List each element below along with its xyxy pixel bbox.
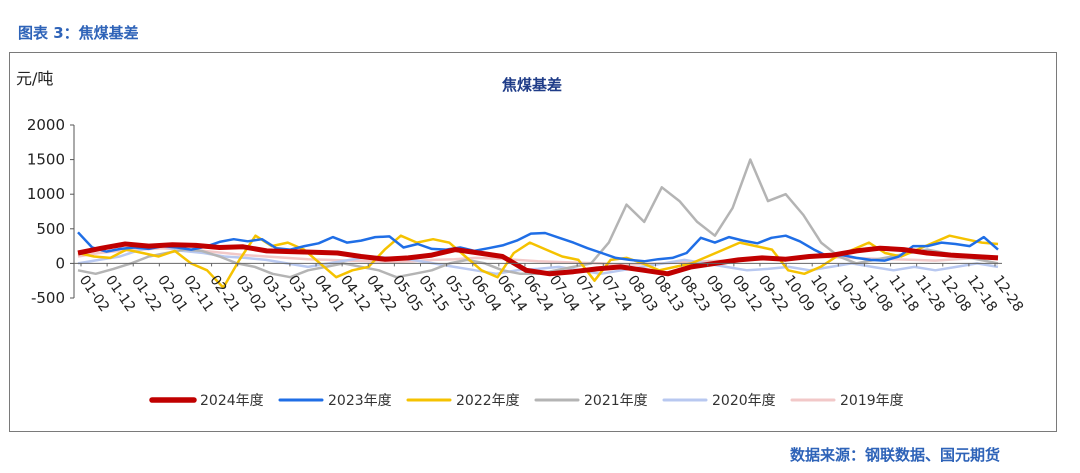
series-line-2 — [77, 231, 999, 263]
chart-title: 焦煤基差 — [501, 76, 562, 94]
legend-label-5: 2020年度 — [712, 393, 776, 409]
legend-label-1: 2024年度 — [200, 393, 264, 409]
source-note: 数据来源：钢联数据、国元期货 — [789, 446, 1000, 464]
y-tick-label: 1500 — [27, 151, 65, 169]
chart-frame — [9, 52, 1057, 432]
series-line-5 — [77, 244, 999, 276]
legend-label-6: 2019年度 — [840, 393, 904, 409]
y-tick-label: 500 — [36, 220, 65, 238]
series-line-1 — [77, 241, 999, 277]
y-tick-label: 2000 — [27, 116, 65, 134]
legend-label-4: 2021年度 — [584, 393, 648, 409]
figure-label: 图表 3：焦煤基差 — [18, 24, 139, 42]
y-axis-label: 元/吨 — [16, 69, 53, 88]
y-tick-label: -500 — [31, 289, 65, 307]
y-tick-label: 1000 — [27, 185, 65, 203]
y-tick-label: 0 — [55, 254, 65, 272]
legend-label-3: 2022年度 — [456, 393, 520, 409]
legend-label-2: 2023年度 — [328, 393, 392, 409]
